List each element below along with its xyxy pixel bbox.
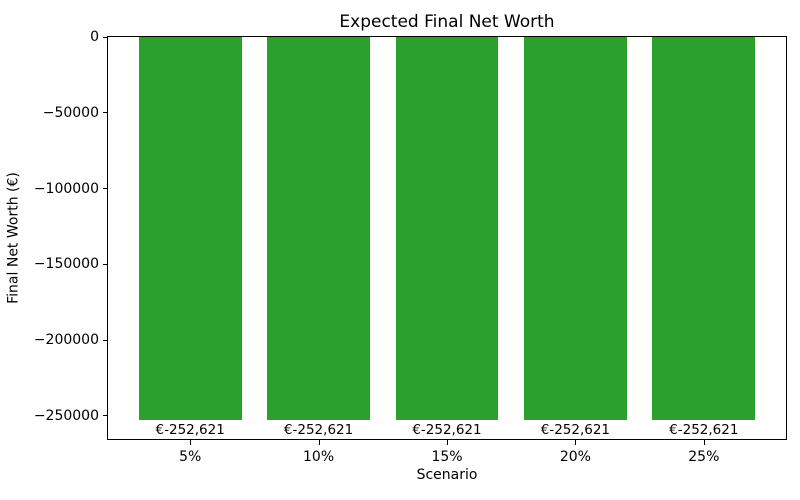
bar-value-label: €-252,621 [155, 421, 225, 438]
x-tick-label: 25% [688, 449, 720, 465]
y-tick-label: −150000 [33, 256, 99, 273]
bar-value-label: €-252,621 [283, 421, 354, 438]
plot-area: €-252,621 €-252,621 €-252,621 €-252,621 €-25… [107, 36, 787, 440]
x-tick-mark [447, 440, 448, 445]
y-tick-label: −250000 [33, 407, 99, 424]
y-tick-label: 0 [90, 29, 99, 45]
x-tick-label: 20% [559, 449, 591, 465]
bar-value-label: €-252,621 [669, 421, 739, 438]
x-tick-mark [318, 440, 320, 445]
y-tick-label: −100000 [33, 180, 99, 197]
y-tick-label: −200000 [33, 332, 99, 349]
y-tick-label: −50000 [42, 104, 99, 121]
x-tick-mark [575, 440, 577, 445]
y-tick-mark [103, 188, 108, 190]
bar-value-label: €-252,621 [412, 421, 482, 438]
x-tick-mark [190, 440, 192, 445]
x-tick-label: 15% [431, 449, 463, 465]
bar-value-label: €-252,621 [540, 421, 611, 438]
chart-title: Expected Final Net Worth [339, 12, 555, 32]
bar [138, 37, 242, 420]
bar [395, 37, 499, 420]
x-tick-label: 10% [303, 449, 335, 465]
y-tick-mark [103, 339, 108, 341]
bar [652, 37, 756, 420]
y-tick-mark [103, 36, 108, 38]
x-axis-label: Scenario [416, 467, 478, 483]
y-tick-mark [103, 415, 108, 417]
bar [524, 37, 627, 420]
bar [267, 37, 370, 420]
y-tick-mark [103, 112, 108, 114]
x-tick-label: 5% [179, 449, 202, 465]
x-tick-mark [703, 440, 705, 445]
y-tick-mark [103, 263, 108, 265]
